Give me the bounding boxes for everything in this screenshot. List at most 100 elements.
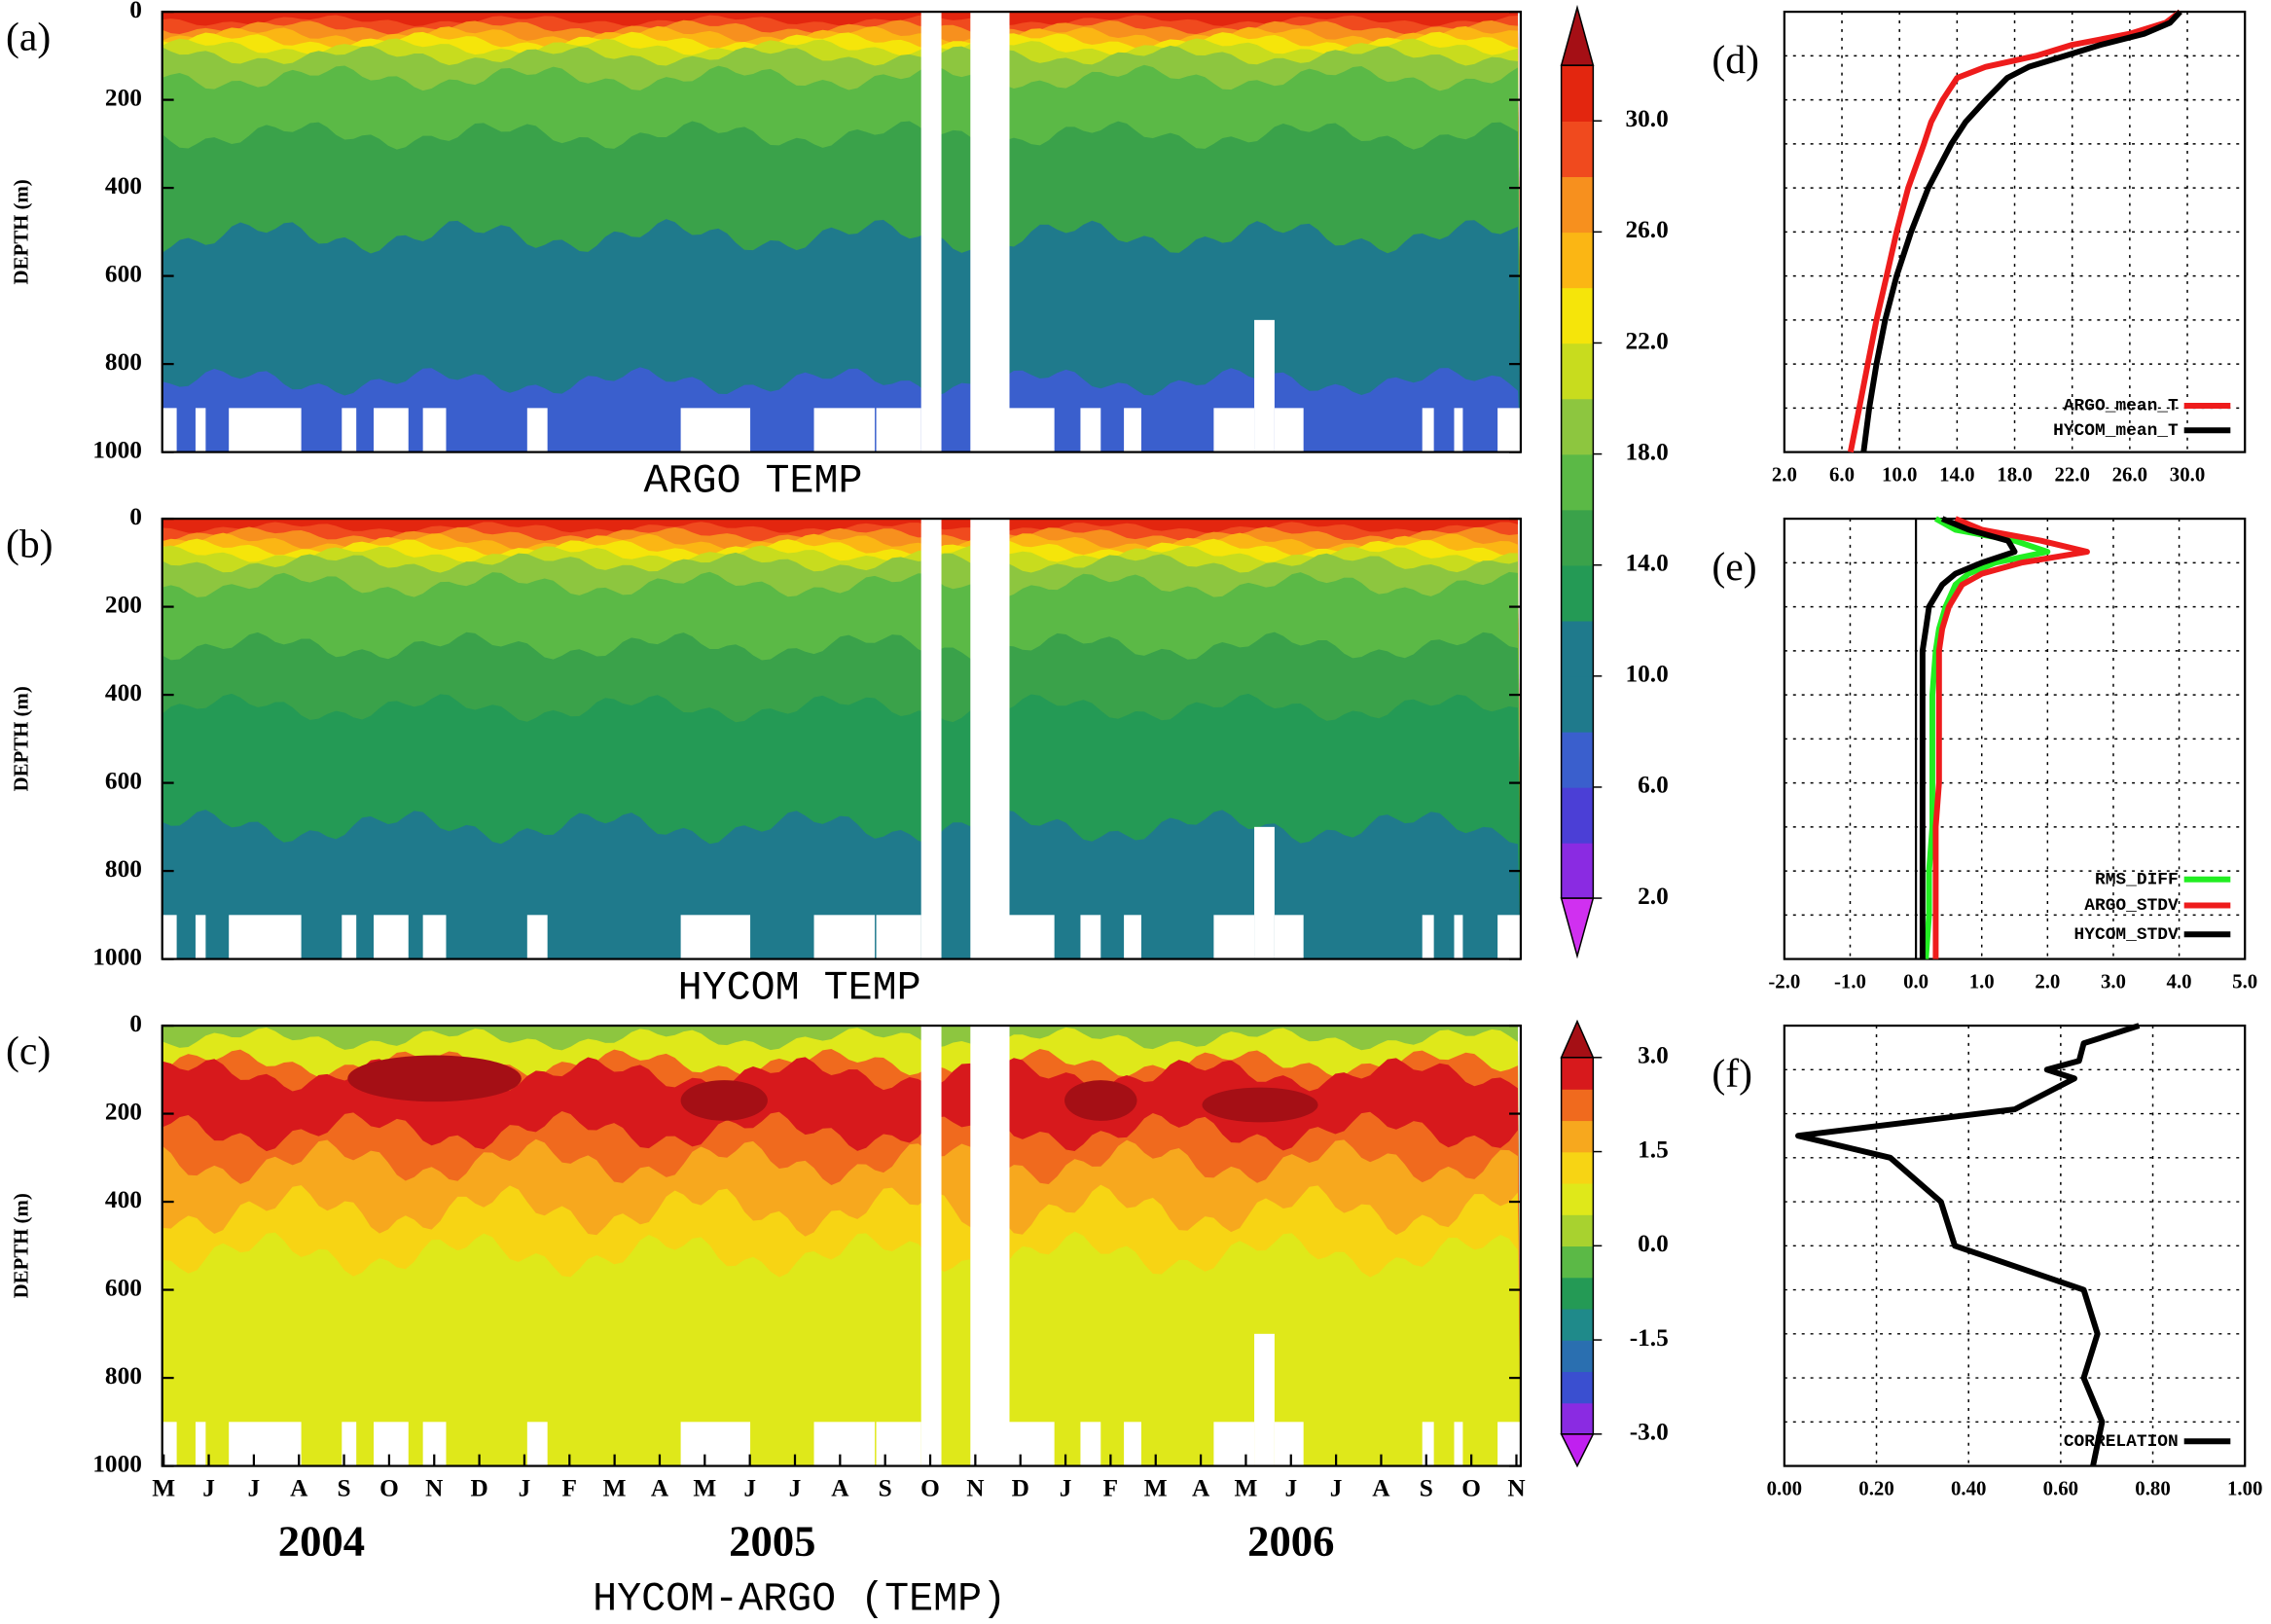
y-tick-label: 0 — [129, 503, 142, 530]
y-tick-label: 1000 — [92, 1450, 142, 1477]
y-tick-label: 400 — [105, 172, 142, 199]
missing-data — [1124, 408, 1141, 452]
contour-fill — [162, 810, 1521, 959]
missing-data — [1080, 1422, 1101, 1466]
missing-data — [162, 915, 177, 959]
x-tick-label: 4.0 — [2167, 970, 2192, 993]
colorbar-under — [1560, 897, 1595, 959]
data-line — [1847, 9, 2182, 453]
x-tick-label: 0.0 — [1903, 970, 1929, 993]
colorbar-over — [1560, 4, 1595, 66]
plot-frame — [1783, 1024, 2247, 1467]
missing-data — [1009, 408, 1055, 452]
legend-label: HYCOM_STDV — [2074, 925, 2179, 945]
missing-data — [374, 915, 409, 959]
missing-data — [1422, 408, 1434, 452]
x-tick-label: D — [470, 1475, 487, 1502]
y-tick-label: 1000 — [92, 436, 142, 463]
x-tick-label: 6.0 — [1829, 463, 1855, 487]
missing-data — [1124, 915, 1141, 959]
missing-data — [1254, 319, 1275, 452]
colorbar-label: 0.0 — [1638, 1230, 1669, 1257]
x-tick-label: N — [425, 1475, 443, 1502]
colorbar-label: 2.0 — [1638, 883, 1669, 910]
colorbar-segment — [1561, 1120, 1594, 1153]
missing-data — [920, 12, 942, 452]
x-tick-label: J — [1330, 1475, 1343, 1502]
x-tick-label: J — [202, 1475, 215, 1502]
colorbar-label: 22.0 — [1625, 327, 1668, 354]
missing-data — [342, 1422, 357, 1466]
colorbar-segment — [1561, 343, 1594, 400]
y-tick-label: 200 — [105, 591, 142, 618]
missing-data — [1274, 915, 1304, 959]
data-line — [1932, 516, 2090, 959]
colorbar-segment — [1561, 1151, 1594, 1184]
legend-label: ARGO_STDV — [2084, 896, 2179, 916]
colorbar-segment — [1561, 1340, 1594, 1373]
missing-data — [1124, 1422, 1141, 1466]
contour-panel — [162, 519, 1521, 959]
x-tick-label: 2.0 — [2035, 970, 2060, 993]
missing-data — [920, 1026, 942, 1466]
colorbar-segment — [1561, 1057, 1594, 1090]
missing-data — [229, 915, 302, 959]
colorbar-label: 1.5 — [1638, 1136, 1669, 1163]
contour-fill — [162, 1231, 1521, 1466]
year-label: 2006 — [1247, 1517, 1334, 1566]
y-tick-label: 400 — [105, 679, 142, 706]
x-tick-label: J — [789, 1475, 802, 1502]
panel-title: ARGO TEMP — [644, 457, 863, 504]
colorbar-segment — [1561, 1371, 1594, 1404]
missing-data — [526, 1422, 548, 1466]
colorbar-segment — [1561, 398, 1594, 455]
missing-data — [680, 1422, 751, 1466]
y-tick-label: 200 — [105, 1098, 142, 1125]
panel-label: (f) — [1712, 1052, 1752, 1097]
colorbar-segment — [1561, 1277, 1594, 1310]
x-tick-label: 1.00 — [2227, 1477, 2262, 1500]
y-tick-label: 200 — [105, 84, 142, 111]
colorbar-label: 30.0 — [1625, 105, 1668, 132]
contour-fill — [1202, 1087, 1318, 1123]
missing-data — [526, 915, 548, 959]
y-tick-label: 600 — [105, 260, 142, 287]
data-line — [1795, 1023, 2141, 1467]
missing-data — [876, 1422, 921, 1466]
missing-data — [195, 1422, 206, 1466]
x-tick-label: 0.20 — [1858, 1477, 1893, 1500]
x-tick-label: 3.0 — [2101, 970, 2126, 993]
missing-data — [813, 408, 876, 452]
missing-data — [422, 408, 447, 452]
x-tick-label: N — [1507, 1475, 1525, 1502]
x-tick-label: F — [562, 1475, 577, 1502]
y-axis-label: DEPTH (m) — [10, 1193, 33, 1298]
missing-data — [1254, 826, 1275, 959]
missing-data — [342, 408, 357, 452]
x-tick-label: A — [1372, 1475, 1390, 1502]
x-tick-label: O — [1461, 1475, 1481, 1502]
missing-data — [813, 1422, 876, 1466]
x-tick-label: 30.0 — [2170, 463, 2205, 487]
missing-data — [374, 1422, 409, 1466]
missing-data — [1254, 1333, 1275, 1466]
x-tick-label: M — [152, 1475, 175, 1502]
legend-label: CORRELATION — [2064, 1432, 2179, 1452]
missing-data — [1213, 915, 1255, 959]
x-tick-label: 0.80 — [2135, 1477, 2170, 1500]
missing-data — [970, 1026, 1010, 1466]
missing-data — [1454, 915, 1463, 959]
x-tick-label: M — [693, 1475, 716, 1502]
missing-data — [1497, 408, 1521, 452]
missing-data — [195, 915, 206, 959]
colorbar-segment — [1561, 121, 1594, 178]
year-label: 2004 — [278, 1517, 365, 1566]
panel-label: (b) — [6, 522, 54, 566]
colorbar-label: 6.0 — [1638, 772, 1669, 799]
colorbar-label: 10.0 — [1625, 661, 1668, 688]
x-tick-label: 0.60 — [2043, 1477, 2078, 1500]
colorbar-segment — [1561, 65, 1594, 122]
panel-label: (d) — [1712, 38, 1759, 83]
missing-data — [1497, 915, 1521, 959]
contour-fill — [1064, 1080, 1137, 1121]
